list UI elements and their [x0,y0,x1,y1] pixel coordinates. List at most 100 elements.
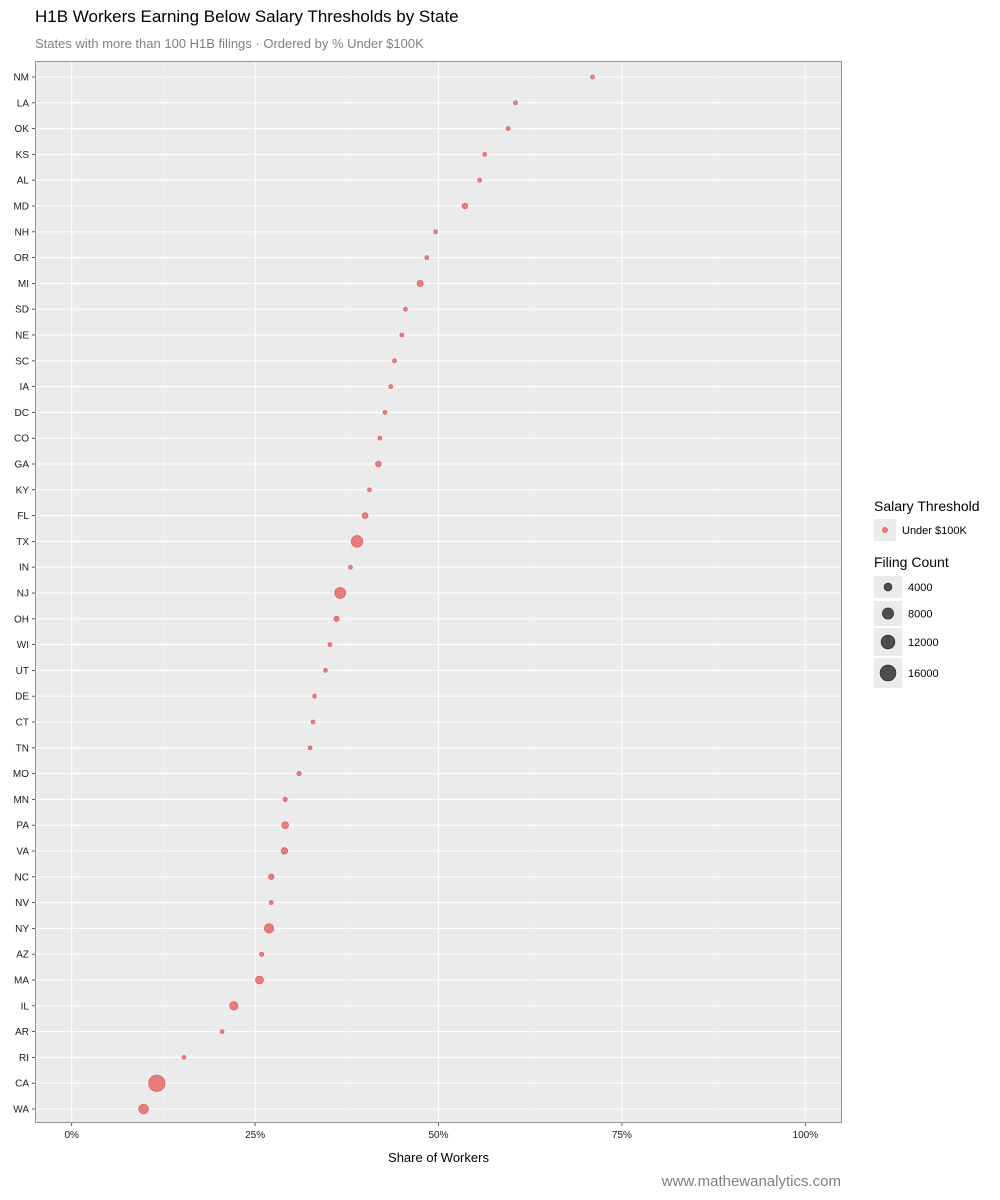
legend-size-title: Filing Count [874,554,949,570]
data-point-tn [307,745,313,751]
data-point-ma [255,975,264,985]
y-tick-label-nv: NV [15,898,29,909]
data-point-ky [367,487,372,493]
data-point-nh [433,229,438,235]
y-tick-label-al: AL [17,176,30,187]
data-point-ks [482,152,488,157]
data-point-co [377,435,383,441]
data-point-ct [310,719,316,725]
data-point-ri [181,1055,187,1060]
legend-size-label: 16000 [908,668,939,680]
legend-color-swatch [882,527,888,533]
plot-border [35,61,842,1123]
data-point-ny [264,923,274,934]
data-point-az [259,951,265,957]
grid-minor-lines [163,61,714,1123]
data-point-ut [323,668,328,673]
y-tick-label-va: VA [16,847,29,858]
y-tick-label-nj: NJ [17,589,29,600]
caption: www.mathewanalytics.com [661,1173,841,1190]
x-tick-label: 100% [793,1130,819,1141]
data-point-sc [392,358,397,364]
data-point-dc [382,410,388,415]
legend-color-title: Salary Threshold [874,498,980,514]
y-tick-label-ga: GA [15,460,30,471]
legend-size-label: 12000 [908,637,939,649]
x-tick-label: 75% [612,1130,632,1141]
x-axis-title: Share of Workers [388,1150,489,1165]
data-point-wa [138,1103,149,1115]
grid-major-lines [35,61,842,1123]
y-tick-label-mi: MI [18,279,29,290]
data-point-mo [296,771,302,777]
y-tick-label-ok: OK [15,124,30,135]
data-point-md [461,202,469,210]
data-point-nc [268,873,275,880]
legend-size-swatch [883,582,893,592]
x-axis: 0% 25% 50% 75% 100% [64,1123,818,1141]
legend-size-label: 8000 [908,609,932,621]
y-tick-label-sc: SC [15,356,29,367]
data-point-mi [416,279,424,287]
data-point-ga [375,460,382,468]
data-point-tx [350,535,364,548]
y-tick-label-la: LA [17,98,30,109]
legend-color-label: Under $100K [902,525,967,537]
data-point-de [312,693,317,699]
x-tick-label: 25% [245,1130,265,1141]
y-tick-label-nc: NC [15,872,29,883]
y-tick-label-ar: AR [15,1027,29,1038]
y-tick-label-in: IN [19,563,29,574]
legend: Salary Threshold Under $100K Filing Coun… [874,498,980,688]
data-point-ca [148,1074,166,1092]
y-tick-label-de: DE [15,692,29,703]
chart-subtitle: States with more than 100 H1B filings · … [35,36,424,51]
data-point-la [513,100,518,106]
legend-size-entries: 4000 8000 12000 16000 [874,576,939,688]
y-tick-label-oh: OH [14,614,29,625]
y-axis: NM LA OK KS AL MD NH OR MI SD NE SC IA DC CO GA KY FL TX IN… [13,73,35,1116]
y-tick-label-ky: KY [16,485,30,496]
y-tick-label-ny: NY [15,924,29,935]
data-point-nm [590,74,595,80]
data-points [138,74,595,1115]
y-tick-label-ct: CT [16,718,29,729]
data-point-wi [327,642,333,647]
y-tick-label-or: OR [14,253,29,264]
legend-size-swatch [882,607,894,620]
data-point-in [348,564,353,570]
y-tick-label-ri: RI [19,1053,29,1064]
y-tick-label-wa: WA [13,1105,29,1116]
y-tick-label-mn: MN [13,795,29,806]
y-tick-label-ca: CA [15,1079,29,1090]
y-tick-label-nm: NM [13,73,29,84]
legend-size-swatch [880,634,896,650]
y-tick-label-ut: UT [16,666,29,677]
y-tick-label-tn: TN [16,743,29,754]
y-tick-label-pa: PA [16,821,29,832]
chart-title: H1B Workers Earning Below Salary Thresho… [35,7,459,26]
data-point-nv [268,900,274,905]
y-tick-label-ma: MA [14,976,29,987]
y-tick-label-ia: IA [20,382,30,393]
data-point-oh [333,615,340,622]
data-point-il [229,1001,239,1011]
data-point-ar [219,1029,225,1034]
y-tick-label-il: IL [21,1001,30,1012]
y-tick-label-nh: NH [15,227,29,238]
data-point-va [280,847,289,855]
x-tick-label: 0% [64,1130,79,1141]
data-point-ne [399,332,405,338]
y-tick-label-tx: TX [16,537,29,548]
y-tick-label-ne: NE [15,331,29,342]
data-point-fl [361,512,369,519]
x-tick-label: 50% [428,1130,448,1141]
y-tick-label-mo: MO [13,769,29,780]
data-point-ok [505,126,511,131]
data-point-sd [403,306,408,312]
legend-size-label: 4000 [908,582,932,594]
y-tick-label-sd: SD [15,305,29,316]
data-point-nj [334,587,346,599]
legend-size-swatch [879,664,897,682]
